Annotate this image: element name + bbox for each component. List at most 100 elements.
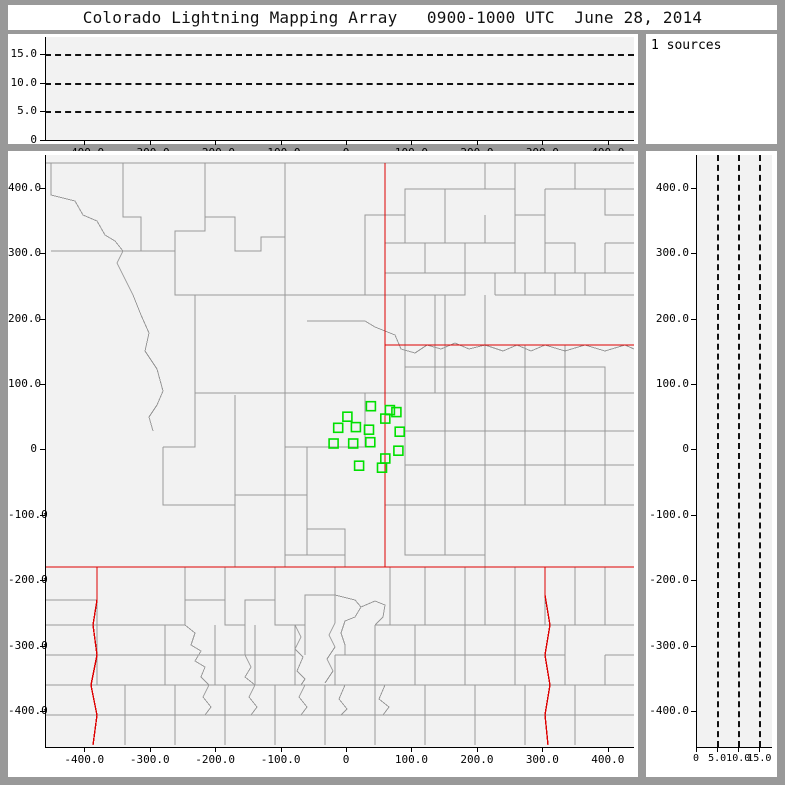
side-gridline	[717, 155, 720, 747]
source-marker	[332, 422, 344, 434]
map-geography	[45, 162, 634, 746]
map-x-tick	[280, 747, 282, 752]
map-y-tick	[40, 253, 46, 255]
map-y-tick	[40, 318, 46, 320]
map-x-tick	[411, 747, 413, 752]
source-marker	[379, 413, 391, 424]
side-y-tick-label: 100.0	[655, 376, 689, 390]
source-marker	[363, 424, 375, 436]
map-x-tick-label: 100.0	[394, 753, 429, 766]
side-x-tick-label: 10.0	[726, 753, 751, 764]
tl-x-tick	[346, 140, 348, 145]
source-marker	[342, 411, 353, 423]
map-y-tick-label: 200.0	[8, 311, 42, 325]
map-y-tick-label: 300.0	[8, 246, 42, 260]
tl-x-tick	[215, 140, 217, 145]
map-x-tick	[149, 747, 151, 752]
map-x-tick-label: 400.0	[591, 753, 625, 766]
map-y-tick	[40, 449, 46, 451]
side-y-tick-label: 0	[682, 442, 689, 456]
tl-y-tick	[40, 111, 46, 113]
map-x-tick	[84, 747, 86, 752]
map-y-tick-label: -400.0	[8, 704, 48, 718]
map-x-tick	[215, 747, 217, 752]
tl-y-tick-label: 5.0	[17, 104, 37, 118]
side-gridline	[759, 155, 762, 747]
side-y-tick	[691, 645, 697, 647]
source-marker	[393, 445, 404, 457]
side-x-tick	[738, 747, 740, 752]
map-y-tick-label: 400.0	[8, 180, 42, 194]
source-marker	[347, 438, 359, 449]
side-y-tick	[691, 514, 697, 516]
tl-x-tick	[476, 140, 478, 145]
map-y-tick	[40, 645, 46, 647]
map-x-tick-label: -200.0	[195, 753, 236, 766]
tl-gridline	[45, 82, 634, 85]
side-x-tick-label: 0	[692, 753, 700, 764]
map-y-tick	[40, 383, 46, 385]
map-y-axis	[45, 155, 46, 747]
side-x-tick	[696, 747, 697, 752]
side-y-tick-label: -300.0	[649, 638, 689, 652]
side-x-tick	[717, 747, 719, 752]
tl-y-tick	[40, 54, 46, 56]
map-x-tick-label: 300.0	[525, 753, 559, 766]
map-x-tick	[542, 747, 544, 752]
side-y-tick	[691, 580, 697, 582]
side-y-tick	[691, 711, 697, 713]
sources-count-panel: 1 sources	[646, 34, 777, 144]
window-title: Colorado Lightning Mapping Array 0900-10…	[8, 5, 777, 30]
map-x-tick	[476, 747, 478, 752]
map-x-tick	[346, 747, 348, 752]
tl-x-tick	[607, 140, 609, 145]
side-y-tick	[691, 187, 697, 189]
side-y-tick-label: 300.0	[655, 246, 689, 260]
map-y-tick-label: -200.0	[8, 573, 48, 587]
map-x-tick	[607, 747, 609, 752]
tl-y-tick-label: 15.0	[10, 47, 38, 61]
altitude-time-panel: 15.010.05.00-400.0-300.0-200.0-100.00100…	[8, 34, 638, 159]
tl-gridline	[45, 54, 634, 57]
source-markers	[328, 400, 406, 474]
map-panel: 400.0 300.0 200.0 100.0 0 -100.0 -200.0 -300.0 -…	[8, 151, 638, 777]
altitude-time-plot-area[interactable]	[45, 37, 634, 140]
source-marker	[353, 460, 365, 472]
tl-x-axis	[45, 140, 634, 141]
side-y-tick-label: 200.0	[655, 311, 689, 325]
tl-y-axis	[45, 37, 46, 140]
side-x-tick-label: 5.0	[708, 753, 727, 764]
side-y-axis	[696, 155, 697, 747]
side-y-tick	[691, 318, 697, 320]
map-y-tick	[40, 187, 46, 189]
tl-y-tick-label: 10.0	[10, 75, 38, 89]
source-marker	[350, 421, 362, 433]
source-marker	[364, 436, 376, 448]
side-y-tick-label: -200.0	[649, 573, 689, 587]
map-y-tick-label: -300.0	[8, 638, 48, 652]
side-y-tick	[691, 383, 697, 385]
side-gridline	[738, 155, 741, 747]
side-y-tick-label: -400.0	[649, 704, 689, 718]
source-marker	[365, 400, 377, 412]
side-x-tick-label: 15.0	[747, 753, 772, 764]
map-plot-area[interactable]	[45, 155, 634, 747]
tl-y-tick	[40, 140, 46, 141]
map-x-axis	[45, 747, 634, 748]
map-x-tick-label: -300.0	[129, 753, 170, 766]
map-y-tick	[40, 514, 46, 516]
side-y-tick-label: -100.0	[649, 507, 689, 521]
map-x-tick-label: -100.0	[260, 753, 301, 766]
sources-count-label: 1 sources	[651, 38, 722, 53]
map-y-tick-label: 0	[30, 442, 37, 456]
source-marker	[328, 438, 339, 449]
side-y-tick-label: 400.0	[655, 180, 689, 194]
tl-x-tick	[149, 140, 151, 145]
source-marker	[391, 406, 402, 418]
tl-y-tick-label: 0	[30, 133, 37, 146]
side-x-tick	[759, 747, 761, 752]
map-y-tick	[40, 711, 46, 713]
tl-y-tick	[40, 82, 46, 84]
source-marker	[394, 426, 406, 438]
map-y-tick-label: -100.0	[8, 507, 48, 521]
